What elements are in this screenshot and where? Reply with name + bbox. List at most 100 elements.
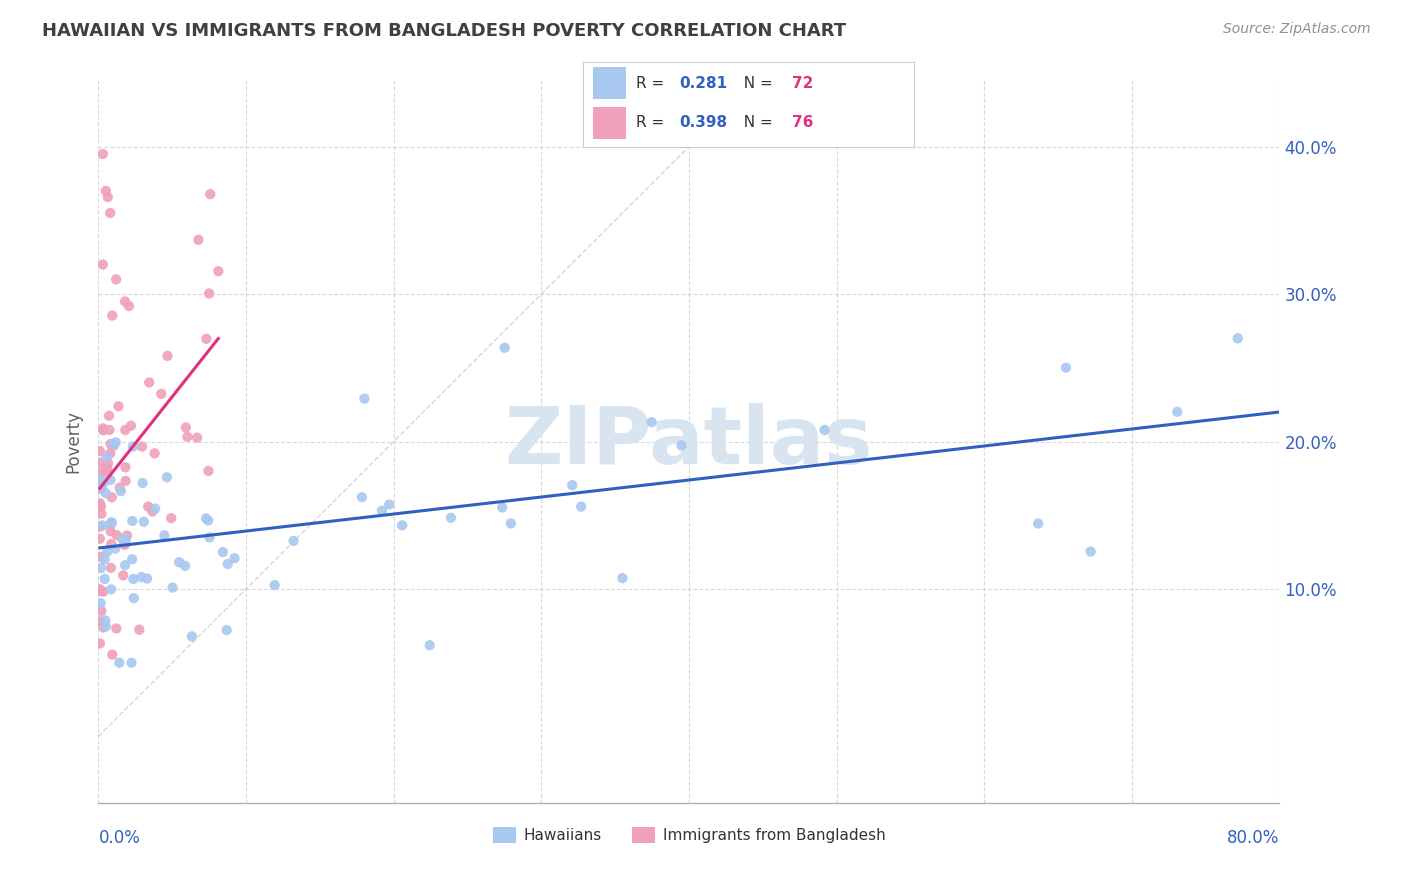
Text: 80.0%: 80.0% <box>1227 830 1279 847</box>
Point <box>118 299 141 313</box>
Point <box>93 572 115 586</box>
Point <box>108 481 131 495</box>
Point <box>128 623 150 637</box>
Text: 0.0%: 0.0% <box>98 830 141 847</box>
Point <box>101 491 124 505</box>
Point <box>93 584 115 599</box>
Point <box>569 500 592 514</box>
Point <box>90 596 112 610</box>
Point <box>101 648 124 662</box>
Point <box>112 538 135 552</box>
Point <box>100 537 122 551</box>
Point <box>100 524 122 539</box>
Point <box>89 479 111 493</box>
Point <box>640 415 662 429</box>
Point <box>162 581 184 595</box>
Point <box>378 498 401 512</box>
Legend: Hawaiians, Immigrants from Bangladesh: Hawaiians, Immigrants from Bangladesh <box>486 822 891 849</box>
Text: 76: 76 <box>792 115 813 129</box>
Point <box>101 309 124 323</box>
Text: ZIPatlas: ZIPatlas <box>505 402 873 481</box>
Point <box>391 518 413 533</box>
Text: 0.398: 0.398 <box>679 115 727 129</box>
Point <box>104 541 127 556</box>
Point <box>114 294 136 309</box>
Point <box>89 636 111 650</box>
Point <box>115 528 138 542</box>
Point <box>187 233 209 247</box>
Point <box>115 532 138 546</box>
Point <box>215 623 238 637</box>
Point <box>143 446 166 460</box>
Point <box>1026 516 1049 531</box>
Point <box>353 392 375 406</box>
Y-axis label: Poverty: Poverty <box>65 410 83 473</box>
Point <box>499 516 522 531</box>
Point <box>200 187 222 202</box>
Point <box>100 473 122 487</box>
Point <box>100 437 122 451</box>
Point <box>100 582 122 597</box>
Point <box>91 258 114 272</box>
Point <box>371 503 394 517</box>
Point <box>136 500 159 514</box>
Point <box>93 466 115 480</box>
Point <box>491 500 513 515</box>
Point <box>419 638 441 652</box>
Point <box>94 619 117 633</box>
Point <box>89 444 111 458</box>
Point <box>120 418 142 433</box>
Point <box>89 456 111 470</box>
Bar <box>593 106 627 139</box>
Point <box>160 511 183 525</box>
Point <box>186 431 208 445</box>
Point <box>105 528 128 542</box>
Point <box>174 558 197 573</box>
Point <box>111 533 134 547</box>
Point <box>100 516 122 530</box>
Point <box>440 510 463 524</box>
Point <box>96 462 118 476</box>
Point <box>143 501 166 516</box>
Point <box>114 558 136 573</box>
Point <box>156 349 179 363</box>
Point <box>197 514 219 528</box>
Point <box>150 387 173 401</box>
Point <box>89 549 111 564</box>
Point <box>132 515 155 529</box>
Point <box>93 552 115 566</box>
Text: 0.281: 0.281 <box>679 76 727 91</box>
Point <box>98 206 121 220</box>
Point <box>114 423 136 437</box>
Point <box>89 475 111 490</box>
Point <box>103 437 125 451</box>
Point <box>98 423 121 437</box>
Point <box>96 461 118 475</box>
Point <box>100 516 122 531</box>
Point <box>89 519 111 533</box>
Point <box>211 545 233 559</box>
Text: N =: N = <box>734 115 778 129</box>
Point <box>121 514 143 528</box>
Point <box>94 486 117 500</box>
Point <box>131 475 153 490</box>
Point <box>1226 331 1249 345</box>
Point <box>110 484 132 499</box>
Point <box>101 516 124 530</box>
Point <box>1080 544 1102 558</box>
Point <box>167 555 190 569</box>
Point <box>90 500 112 514</box>
Point <box>100 561 122 575</box>
Point <box>114 474 136 488</box>
Point <box>1054 360 1077 375</box>
Point <box>612 571 634 585</box>
Point <box>217 557 239 571</box>
Point <box>90 584 112 599</box>
Point <box>198 530 221 544</box>
Point <box>91 518 114 533</box>
Point <box>94 184 117 198</box>
Point <box>97 190 120 204</box>
Point <box>107 399 129 413</box>
Text: N =: N = <box>734 76 778 91</box>
Point <box>112 568 135 582</box>
